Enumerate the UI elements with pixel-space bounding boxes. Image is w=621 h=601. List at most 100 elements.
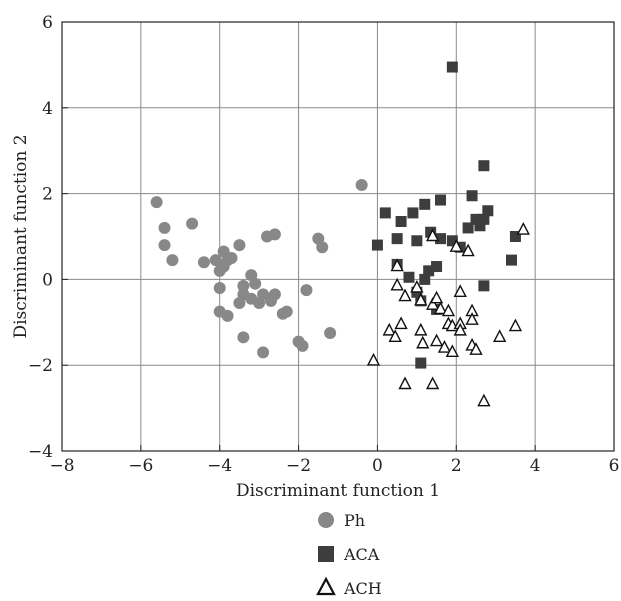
point-ach	[469, 342, 483, 355]
point-aca	[482, 205, 494, 217]
point-aca	[431, 261, 443, 273]
point-ph	[158, 221, 171, 234]
x-tick-label: −8	[49, 456, 74, 476]
legend-entry-aca: ACA	[318, 545, 380, 564]
point-aca	[478, 280, 490, 292]
y-tick-label: 2	[42, 185, 53, 205]
point-ph	[280, 305, 293, 318]
point-ph	[237, 279, 250, 292]
point-ach	[414, 292, 428, 306]
point-aca	[379, 207, 391, 219]
point-ach	[416, 335, 430, 349]
point-aca	[478, 213, 490, 225]
point-aca	[466, 190, 478, 202]
y-tick-label: 6	[42, 13, 53, 33]
point-aca	[470, 213, 482, 225]
point-aca	[423, 265, 435, 277]
x-tick-label: −4	[207, 456, 232, 476]
series-ph	[150, 179, 368, 359]
point-ph	[257, 346, 270, 359]
x-tick-label: 4	[530, 456, 541, 476]
point-ach	[465, 312, 479, 325]
legend-entry-ph: Ph	[318, 511, 365, 530]
point-aca	[407, 207, 419, 219]
point-ach	[449, 239, 463, 252]
point-ph	[186, 217, 199, 230]
point-ph	[150, 196, 163, 209]
point-ach	[453, 322, 467, 336]
point-aca	[474, 220, 486, 232]
legend: Ph ACA ACH	[316, 511, 382, 598]
grid	[61, 21, 615, 452]
point-ph	[233, 239, 246, 252]
axis-ticks: −8 −6 −4 −2 0 2 4 6 −4 −2 0 2 4 6	[28, 13, 619, 476]
point-ph	[355, 179, 368, 192]
y-tick-label: 4	[42, 99, 53, 119]
point-aca	[509, 231, 521, 242]
point-aca	[425, 226, 437, 238]
point-aca	[478, 160, 490, 172]
point-ach	[394, 316, 408, 330]
point-ach	[390, 258, 404, 272]
point-ph	[237, 331, 250, 344]
point-aca	[391, 233, 403, 245]
point-aca	[419, 273, 431, 285]
point-ph	[158, 239, 171, 252]
point-aca	[371, 239, 383, 251]
y-axis-label: Discriminant function 2	[11, 134, 31, 338]
y-tick-label: −2	[28, 356, 53, 376]
legend-label: ACA	[343, 545, 380, 564]
point-ph	[166, 254, 179, 267]
y-tick-label: −4	[28, 442, 53, 462]
x-tick-label: 2	[451, 456, 462, 476]
point-ach	[388, 329, 402, 343]
point-aca	[462, 222, 474, 234]
x-tick-label: 0	[372, 456, 383, 476]
x-tick-label: 6	[609, 456, 620, 476]
point-aca	[411, 235, 423, 247]
point-aca	[505, 254, 517, 266]
point-ach	[429, 333, 444, 347]
point-ph	[221, 309, 234, 322]
plot-frame	[61, 21, 615, 452]
point-ach	[425, 376, 440, 390]
point-aca	[419, 198, 431, 210]
x-axis-label: Discriminant function 1	[236, 481, 440, 501]
point-ach	[437, 340, 452, 353]
point-aca	[446, 61, 458, 73]
point-ach	[429, 290, 444, 304]
point-ach	[382, 322, 396, 336]
point-ph	[197, 256, 210, 269]
point-ph	[268, 228, 281, 241]
x-tick-label: −6	[128, 456, 153, 476]
point-ach	[508, 318, 523, 332]
point-ach	[477, 393, 491, 407]
point-ach	[425, 228, 440, 242]
point-ph	[249, 277, 262, 290]
legend-label: Ph	[344, 511, 365, 530]
point-ach	[441, 303, 456, 317]
legend-entry-ach: ACH	[316, 576, 382, 598]
point-ph	[213, 281, 226, 294]
point-ach	[366, 352, 381, 366]
point-aca	[446, 235, 458, 247]
x-tick-label: −2	[286, 456, 311, 476]
point-ph	[316, 241, 329, 254]
point-ph	[268, 288, 281, 301]
point-aca	[403, 271, 415, 283]
series-ach	[366, 222, 530, 407]
point-ach	[516, 222, 530, 235]
point-ach	[398, 376, 412, 390]
point-ph	[300, 284, 313, 297]
point-ach	[461, 243, 475, 257]
point-ach	[445, 344, 459, 358]
point-ach	[410, 279, 424, 293]
legend-marker-triangle	[316, 576, 336, 596]
legend-label: ACH	[343, 579, 382, 598]
point-ach	[398, 288, 412, 302]
point-aca	[415, 357, 427, 369]
point-ach	[390, 277, 404, 291]
point-ach	[414, 322, 428, 336]
point-ph	[324, 327, 337, 340]
